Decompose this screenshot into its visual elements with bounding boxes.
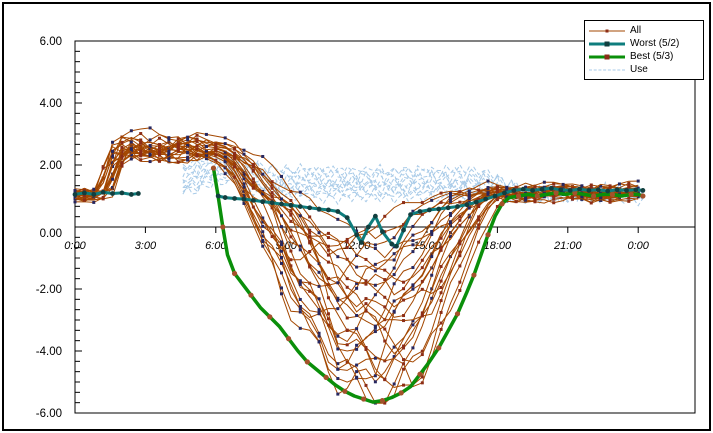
legend-sample-best-line [589,51,625,62]
x-tick-label: 18:00 [484,240,512,252]
series-best [210,165,646,404]
legend-sample-use-line [589,64,625,75]
legend-item-use: Use [589,63,699,76]
legend-marker-swatch [604,41,610,46]
x-tick-label: 3:00 [135,240,157,252]
x-tick-label: 0:00 [627,240,649,252]
y-tick-label: -4.00 [36,346,62,358]
legend-item-worst: Worst (5/2) [589,37,699,50]
legend-item-best: Best (5/3) [589,50,699,63]
x-axis-labels: 0:00 3:00 6:00 9:00 12:00 15:00 18:00 21:00 0:00 [64,240,649,252]
legend-item-all: All [589,24,699,37]
x-tick-label: 15:00 [413,240,441,252]
x-tick-label: 6:00 [205,240,227,252]
y-tick-label: 4.00 [40,98,62,110]
x-tick-label: 21:00 [553,240,582,252]
legend-line-swatch [589,69,625,70]
legend-label-best: Best (5/3) [630,51,674,62]
legend-label-all: All [630,25,642,36]
y-tick-label: -6.00 [36,408,62,420]
series-worst [72,185,646,249]
legend-sample-all-line [589,25,625,36]
y-tick-label: -2.00 [36,284,62,296]
y-tick-label: 2.00 [40,160,62,172]
legend-sample-worst-line [589,38,625,49]
y-tick-label: 6.00 [40,36,62,48]
y-tick-label: 0.00 [40,228,62,240]
legend-label-worst: Worst (5/2) [630,38,680,49]
legend-marker-swatch [604,54,610,59]
x-tick-label: 0:00 [64,240,86,252]
legend-marker-swatch [605,29,609,32]
legend-label-use: Use [630,64,648,75]
chart-legend: All Worst (5/2) Best (5/3) Use [584,20,704,80]
y-axis-labels: 6.00 4.00 2.00 0.00 -2.00 -4.00 -6.00 [36,36,62,420]
